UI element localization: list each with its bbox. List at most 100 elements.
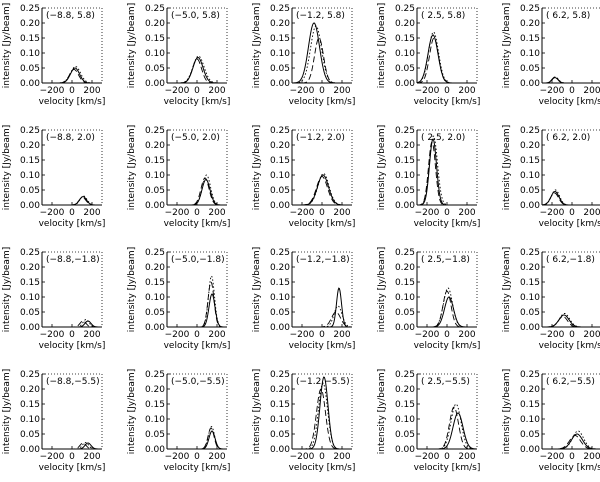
x-tick-label: 200 [83,452,100,462]
y-tick-label: 0.15 [270,400,290,410]
spectrum-line-dashed [42,197,102,206]
spectrum-line-solid [292,174,352,206]
y-tick-label: 0.15 [520,156,540,166]
y-tick-label: 0.10 [395,171,415,181]
y-tick-label: 0.00 [145,79,165,89]
panel-position-label: (−5.0, 5.8) [171,11,220,21]
y-tick-label: 0.15 [520,400,540,410]
y-tick-label: 0.05 [395,308,415,318]
y-tick-label: 0.20 [145,19,165,29]
spectrum-line-dashed [167,281,227,328]
x-tick-label: 0 [319,86,325,96]
y-tick-label: 0.20 [145,141,165,151]
y-tick-label: 0.25 [270,248,290,258]
x-tick-label: 200 [458,452,475,462]
panel-position-label: (−1.2, 2.0) [296,133,345,143]
spectrum-panel: 0.00 0.05 0.10 0.15 0.20 0.25 −200 0 200velocity… [377,125,480,229]
x-tick-label: 200 [458,208,475,218]
x-axis-label: velocity [km/s] [414,463,481,473]
y-tick-label: 0.25 [20,248,40,258]
spectrum-line-dotted [292,173,352,206]
x-tick-label: 200 [333,86,350,96]
y-tick-label: 0.15 [20,278,40,288]
x-tick-label: 200 [208,86,225,96]
spectrum-panel: 0.00 0.05 0.10 0.15 0.20 0.25 −200 0 200velocity… [502,247,600,351]
y-tick-label: 0.25 [395,370,415,380]
y-tick-label: 0.00 [145,323,165,333]
y-axis-label: intensity [Jy/beam] [252,125,262,210]
spectrum-line-dashed [42,69,102,84]
x-tick-label: −200 [290,86,315,96]
y-tick-label: 0.20 [270,141,290,151]
spectrum-line-dashed [542,192,600,206]
x-tick-label: 0 [444,208,450,218]
spectrum-line-dotted [292,25,352,84]
panel-position-label: (−8.8, 5.8) [46,11,95,21]
spectrum-line-solid [292,376,352,450]
spectrum-panel: 0.00 0.05 0.10 0.15 0.20 0.25 −200 0 200velocity… [2,369,105,473]
spectrum-line-dashed [416,37,477,84]
x-axis-label: velocity [km/s] [164,97,231,107]
y-tick-label: 0.05 [20,64,40,74]
x-axis-label: velocity [km/s] [164,341,231,351]
x-tick-label: 0 [194,208,200,218]
spectrum-panel: 0.00 0.05 0.10 0.15 0.20 0.25 −200 0 200velocity… [2,3,105,107]
x-tick-label: 0 [319,330,325,340]
y-tick-label: 0.05 [20,308,40,318]
y-tick-label: 0.00 [520,445,540,455]
y-tick-label: 0.05 [395,430,415,440]
y-tick-label: 0.15 [145,156,165,166]
spectrum-line-solid [417,296,477,328]
panel-position-label: ( 2.5,−1.8) [421,255,470,265]
y-axis-label: intensity [Jy/beam] [2,369,12,454]
spectrum-line-dotted [542,430,600,450]
panel-position-label: ( 6.2,−1.8) [546,255,595,265]
spectrum-panel: 0.00 0.05 0.10 0.15 0.20 0.25 −200 0 200velocity… [127,125,230,229]
y-tick-label: 0.25 [520,126,540,136]
y-tick-label: 0.10 [520,171,540,181]
x-axis-label: velocity [km/s] [39,97,106,107]
spectrum-line-dotted [542,189,600,206]
x-axis-label: velocity [km/s] [289,463,356,473]
x-axis-label: velocity [km/s] [539,219,600,229]
y-tick-label: 0.05 [145,64,165,74]
x-tick-label: −200 [415,208,440,218]
y-tick-label: 0.05 [520,186,540,196]
spectrum-line-dashed [292,176,352,206]
y-tick-label: 0.00 [520,79,540,89]
y-tick-label: 0.20 [395,141,415,151]
panel-position-label: ( 6.2,−5.5) [546,377,595,387]
y-axis-label: intensity [Jy/beam] [127,247,137,332]
x-axis-label: velocity [km/s] [39,219,106,229]
y-tick-label: 0.25 [395,248,415,258]
y-tick-label: 0.00 [395,445,415,455]
y-tick-label: 0.25 [395,126,415,136]
x-tick-label: 200 [208,208,225,218]
y-tick-label: 0.10 [145,171,165,181]
spectrum-line-dashed [542,316,600,328]
x-tick-label: 0 [194,330,200,340]
y-tick-label: 0.15 [395,400,415,410]
y-axis-label: intensity [Jy/beam] [127,369,137,454]
x-axis-label: velocity [km/s] [289,341,356,351]
y-tick-label: 0.05 [270,308,290,318]
y-tick-label: 0.05 [20,430,40,440]
y-tick-label: 0.10 [395,293,415,303]
spectrum-line-dashed [167,58,227,84]
spectrum-line-dashed [417,290,477,328]
y-tick-label: 0.20 [20,19,40,29]
y-tick-label: 0.20 [520,19,540,29]
panel-position-label: (−5.0, 2.0) [171,133,220,143]
y-tick-label: 0.15 [270,34,290,44]
y-tick-label: 0.10 [520,415,540,425]
panel-position-label: (−5.0,−5.5) [171,377,225,387]
y-axis-label: intensity [Jy/beam] [377,369,387,454]
panel-position-label: ( 2.5, 2.0) [421,133,465,143]
y-tick-label: 0.05 [270,430,290,440]
y-tick-label: 0.20 [20,263,40,273]
y-tick-label: 0.00 [270,79,290,89]
panel-position-label: ( 6.2, 5.8) [546,11,590,21]
y-tick-label: 0.15 [270,278,290,288]
x-tick-label: 0 [569,86,575,96]
